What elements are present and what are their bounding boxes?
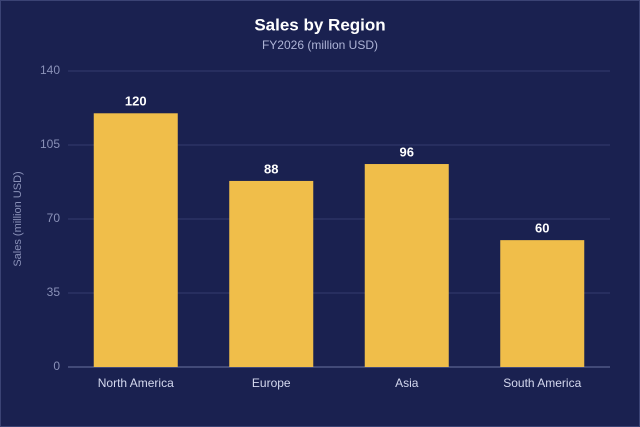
chart-title: Sales by Region <box>254 15 385 34</box>
y-tick-label: 0 <box>53 359 60 373</box>
y-tick-label: 140 <box>40 63 60 77</box>
bar <box>93 113 178 368</box>
chart-subtitle: FY2026 (million USD) <box>262 38 378 52</box>
y-axis-label: Sales (million USD) <box>12 171 24 266</box>
bar <box>364 164 449 367</box>
x-tick-label: North America <box>98 376 174 390</box>
y-tick-label: 105 <box>40 137 60 151</box>
x-tick-label: Asia <box>395 376 419 390</box>
x-tick-label: Europe <box>252 376 291 390</box>
y-tick-label: 70 <box>47 211 61 225</box>
data-label: 96 <box>400 144 414 159</box>
x-tick-label: South America <box>503 376 581 390</box>
bar <box>500 240 585 367</box>
data-label: 88 <box>264 161 278 176</box>
data-label: 120 <box>125 94 147 109</box>
y-tick-label: 35 <box>47 285 61 299</box>
bar <box>229 180 314 367</box>
data-label: 60 <box>535 221 549 236</box>
